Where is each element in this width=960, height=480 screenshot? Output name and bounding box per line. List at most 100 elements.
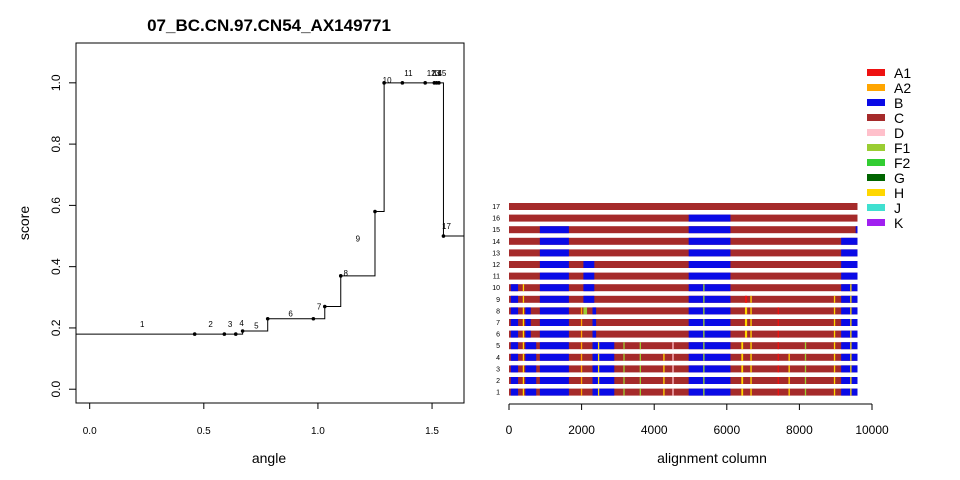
mosaic-thin-mark — [580, 365, 583, 373]
mosaic-row-base — [509, 377, 858, 384]
mosaic-row: 4 — [496, 353, 858, 362]
mosaic-segment — [539, 284, 569, 292]
mosaic-thin-mark — [623, 377, 625, 384]
mosaic-thin-mark — [777, 377, 779, 384]
score-point-label: 13 — [431, 69, 440, 78]
left-plot-frame — [75, 42, 465, 404]
mosaic-segment — [583, 295, 595, 303]
right-x-axis: 0 2000 4000 6000 8000 10000 — [506, 403, 889, 437]
mosaic-thin-mark — [672, 377, 674, 384]
left-y-tick-label: 1.0 — [49, 74, 63, 91]
mosaic-segment — [510, 307, 519, 315]
legend-swatch — [867, 189, 885, 196]
mosaic-thin-mark — [788, 377, 790, 384]
mosaic-thin-mark — [580, 342, 583, 350]
mosaic-thin-mark — [663, 377, 665, 384]
mosaic-row: 10 — [492, 284, 858, 292]
mosaic-thin-mark — [833, 330, 836, 338]
mosaic-thin-mark — [777, 330, 779, 338]
legend-item: A2 — [867, 80, 911, 96]
score-point — [423, 81, 428, 85]
score-point — [382, 81, 386, 85]
mosaic-segment — [744, 295, 748, 303]
mosaic-segment — [744, 307, 748, 315]
mosaic-thin-mark — [750, 295, 752, 303]
legend-label: A2 — [894, 80, 911, 96]
mosaic-thin-mark — [833, 365, 836, 373]
mosaic-row-label: 1 — [496, 390, 500, 397]
mosaic-thin-mark — [639, 353, 641, 361]
mosaic-row-base — [509, 353, 858, 361]
mosaic-row-label: 17 — [492, 204, 500, 211]
score-point-label: 14 — [433, 69, 442, 78]
mosaic-segment — [688, 226, 731, 234]
mosaic-segment — [525, 353, 537, 361]
mosaic-thin-mark — [750, 388, 752, 396]
mosaic-thin-mark — [833, 319, 836, 326]
legend-swatch — [867, 204, 885, 211]
left-y-tick-label: 0.2 — [49, 319, 63, 336]
mosaic-segment — [510, 319, 519, 326]
mosaic-segment — [539, 237, 569, 245]
mosaic-thin-mark — [597, 365, 600, 373]
mosaic-thin-mark — [580, 330, 583, 338]
mosaic-segment — [688, 237, 731, 245]
mosaic-row-label: 11 — [493, 274, 500, 281]
mosaic-row: 5 — [496, 342, 858, 350]
score-point-label: 9 — [356, 235, 361, 244]
mosaic-row-base — [509, 295, 858, 303]
mosaic-thin-mark — [777, 307, 779, 315]
mosaic-segment — [525, 377, 537, 384]
mosaic-segment — [841, 307, 858, 315]
mosaic-segment — [741, 377, 744, 384]
mosaic-row-label: 6 — [496, 332, 500, 339]
mosaic-thin-mark — [672, 365, 674, 373]
mosaic-segment — [841, 388, 858, 396]
mosaic-segment — [592, 342, 615, 350]
score-point — [311, 316, 316, 321]
mosaic-row-label: 13 — [492, 250, 500, 257]
mosaic-thin-mark — [750, 307, 752, 315]
mosaic-thin-mark — [750, 342, 752, 350]
mosaic-row-label: 5 — [496, 343, 500, 350]
mosaic-row-label: 2 — [496, 378, 500, 385]
mosaic-thin-mark — [663, 388, 665, 396]
mosaic-segment — [510, 330, 519, 338]
score-point — [441, 234, 446, 238]
mosaic-row: 15 — [492, 226, 858, 234]
left-y-axis-label: score — [16, 206, 32, 240]
mosaic-row-label: 12 — [492, 262, 500, 269]
legend-item: J — [867, 200, 901, 216]
mosaic-thin-mark — [788, 365, 790, 373]
mosaic-thin-mark — [522, 307, 525, 315]
mosaic-segment — [510, 388, 519, 396]
mosaic-thin-mark — [580, 377, 583, 384]
mosaic-row-label: 3 — [496, 366, 500, 373]
left-x-axis: 0.0 0.5 1.0 1.5 — [83, 402, 439, 437]
score-vs-angle-plot: 07_BC.CN.97.CN54_AX149771 0.0 0.5 1.0 1.5 0… — [16, 16, 465, 466]
mosaic-thin-mark — [850, 353, 852, 361]
mosaic-segment — [539, 365, 569, 373]
mosaic-thin-mark — [850, 330, 852, 338]
mosaic-row-base — [509, 342, 858, 350]
score-point-label: 6 — [288, 310, 293, 319]
mosaic-segment — [841, 249, 858, 257]
mosaic-thin-mark — [580, 319, 583, 326]
legend-swatch — [867, 129, 885, 136]
mosaic-segment — [539, 377, 569, 384]
mosaic-segment — [510, 377, 519, 384]
mosaic-segment — [841, 295, 858, 303]
mosaic-segment — [841, 237, 858, 245]
left-y-tick-label: 0.4 — [49, 258, 63, 275]
legend-item: H — [867, 185, 904, 201]
score-point-label: 1 — [140, 320, 145, 329]
mosaic-row-base — [509, 365, 858, 373]
left-x-tick-label: 1.5 — [425, 426, 439, 437]
mosaic-row: 11 — [493, 272, 858, 281]
mosaic-thin-marks — [522, 284, 852, 396]
mosaic-row-base — [509, 307, 858, 315]
mosaic-row-base — [509, 284, 858, 292]
mosaic-segment — [592, 353, 615, 361]
